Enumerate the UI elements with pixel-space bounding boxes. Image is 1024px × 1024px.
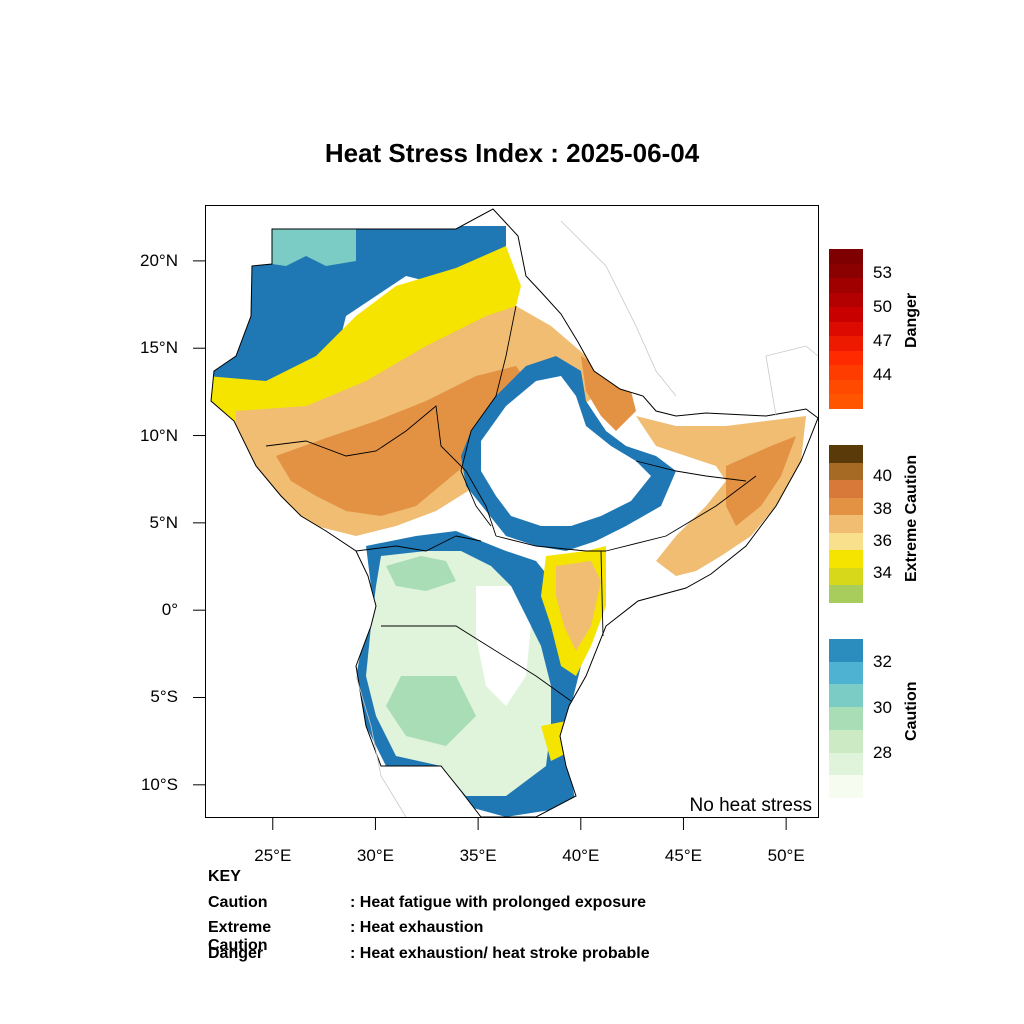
- lat-tick-label: 20°N: [140, 250, 178, 270]
- legend-tick: 47: [873, 331, 892, 350]
- legend-swatch: [829, 480, 863, 498]
- lon-tick-label: 30°E: [356, 846, 394, 865]
- legend-swatch: [829, 585, 863, 603]
- lat-tick-label: 15°N: [140, 338, 178, 358]
- legend-tick: 53: [873, 263, 892, 282]
- key-description: : Heat exhaustion: [350, 919, 484, 936]
- neighbour-outlines: [355, 220, 818, 817]
- legend-swatch: [829, 379, 863, 395]
- lon-tick-label: 50°E: [767, 846, 805, 865]
- lat-tick-label: 0°: [161, 600, 178, 620]
- legend-swatch: [829, 550, 863, 568]
- legend-tick: 38: [873, 499, 892, 518]
- key-description: : Heat exhaustion/ heat stroke probable: [350, 944, 650, 962]
- lon-tick-label: 45°E: [664, 846, 702, 865]
- legend-tick: 34: [873, 563, 892, 582]
- no-heat-stress-label: No heat stress: [689, 795, 813, 816]
- legend-swatch: [829, 278, 863, 293]
- key-row-danger: Danger : Heat exhaustion/ heat stroke pr…: [208, 945, 650, 971]
- key-category: Danger: [208, 944, 264, 962]
- lat-tick-label: 5°N: [149, 512, 178, 532]
- legend-swatch: [829, 639, 863, 662]
- lon-tick-label: 25°E: [254, 846, 292, 865]
- legend-tick: 28: [873, 743, 892, 762]
- key-heading: KEY: [208, 868, 241, 885]
- map-panel: [205, 205, 819, 818]
- key-category: Caution: [208, 893, 268, 911]
- key-category: Extreme Caution: [208, 919, 272, 954]
- legend-tick: 40: [873, 466, 892, 485]
- legend-swatch: [829, 263, 863, 279]
- legend-danger: [829, 249, 863, 409]
- lon-tick-label: 35°E: [459, 846, 497, 865]
- legend-swatch: [829, 532, 863, 551]
- key-description: : Heat fatigue with prolonged exposure: [350, 893, 647, 911]
- heat-stress-map: [210, 208, 818, 817]
- legend-swatch: [829, 707, 863, 730]
- legend-swatch: [829, 661, 863, 685]
- legend-swatch: [829, 752, 863, 776]
- legend-swatch: [829, 497, 863, 516]
- legend-tick: 32: [873, 652, 892, 671]
- legend-swatch: [829, 249, 863, 264]
- lon-tick-label: 40°E: [562, 846, 600, 865]
- heat-fill-layer: [211, 209, 818, 817]
- legend-swatch: [829, 462, 863, 481]
- legend-swatch: [829, 445, 863, 463]
- legend-swatch: [829, 567, 863, 586]
- legend-swatch: [829, 365, 863, 380]
- legend-tick: 36: [873, 531, 892, 550]
- legend-swatch: [829, 321, 863, 337]
- country-borders: [265, 305, 757, 702]
- legend-tick: 44: [873, 365, 892, 384]
- legend-swatch: [829, 394, 863, 409]
- legend-tick: 50: [873, 297, 892, 316]
- map-title: Heat Stress Index : 2025-06-04: [324, 138, 700, 168]
- legend-title-caution: Caution: [903, 681, 920, 741]
- legend-extreme-caution: [829, 445, 863, 603]
- lat-tick-label: 10°N: [140, 425, 178, 445]
- key-row-extreme-caution: Extreme Caution : Heat exhaustion: [208, 919, 483, 954]
- legend-swatch: [829, 350, 863, 366]
- legend-swatch: [829, 292, 863, 308]
- legend-swatch: [829, 515, 863, 533]
- legend-swatch: [829, 336, 863, 351]
- lat-tick-label: 10°S: [140, 774, 178, 794]
- legend-tick: 30: [873, 698, 892, 717]
- legend-title-extreme-caution: Extreme Caution: [903, 454, 920, 582]
- legend-caution: [829, 639, 863, 798]
- key-panel: KEY Caution : Heat fatigue with prolonge…: [208, 868, 650, 971]
- legend-swatch: [829, 684, 863, 708]
- lat-tick-label: 5°S: [150, 687, 178, 707]
- key-row-caution: Caution : Heat fatigue with prolonged ex…: [208, 894, 646, 920]
- legend-title-danger: Danger: [903, 292, 920, 348]
- legend-swatch: [829, 307, 863, 322]
- legend-swatch: [829, 729, 863, 753]
- legend-swatch: [829, 775, 863, 798]
